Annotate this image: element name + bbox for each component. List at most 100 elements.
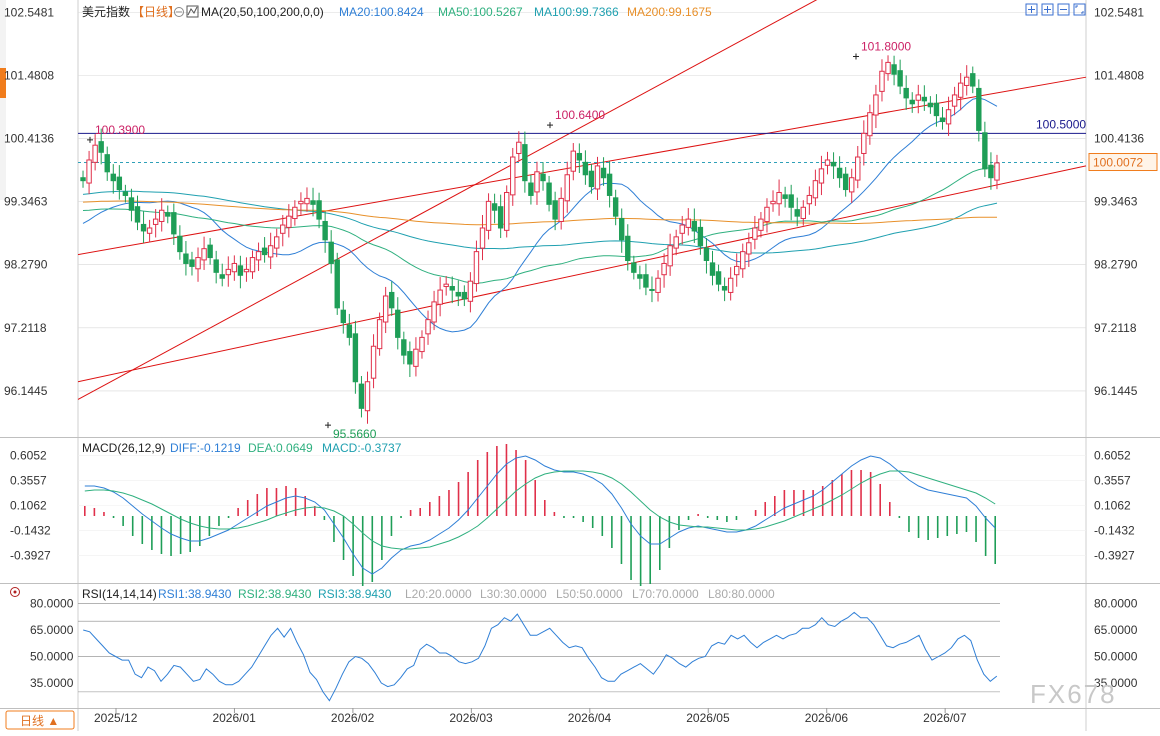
candle-body xyxy=(443,283,449,288)
candle-body xyxy=(631,262,637,273)
candle xyxy=(582,150,589,185)
candle xyxy=(358,376,365,418)
candle xyxy=(552,191,558,231)
candle xyxy=(177,225,183,260)
last-price-tag xyxy=(1088,153,1158,172)
candle-body xyxy=(655,277,661,293)
candle-body xyxy=(915,94,921,101)
candle xyxy=(691,208,698,243)
candle xyxy=(576,143,583,173)
candle-body xyxy=(376,319,383,350)
candle-body xyxy=(322,220,328,241)
candle xyxy=(794,197,800,227)
y-tick-left: 98.2790 xyxy=(4,258,48,272)
candle xyxy=(352,320,359,394)
rsi-y-tick-right: 50.0000 xyxy=(1094,650,1138,664)
candle xyxy=(140,211,147,243)
macd-y-tick-right: 0.6052 xyxy=(1094,448,1131,462)
rsi-y-tick-left: 80.0000 xyxy=(30,597,74,611)
candle xyxy=(740,243,746,278)
candle-body xyxy=(727,277,734,293)
ma50-value: MA50:100.5267 xyxy=(438,5,523,19)
candle-body xyxy=(873,94,879,116)
candle-body xyxy=(255,251,262,261)
zoom-in-icon[interactable] xyxy=(1041,3,1054,16)
candle-body xyxy=(800,206,806,220)
y-tick-right: 96.1445 xyxy=(1094,384,1138,398)
candle-body xyxy=(395,309,401,338)
candle-body xyxy=(183,253,189,264)
candle xyxy=(867,104,873,145)
fullscreen-icon[interactable] xyxy=(1073,3,1086,16)
candle-body xyxy=(673,236,679,249)
candle xyxy=(830,152,837,179)
candle xyxy=(540,162,546,191)
crosshair-icon[interactable] xyxy=(1025,3,1038,16)
candle-body xyxy=(715,271,722,285)
candle xyxy=(189,251,195,276)
last-price-label: 100.0072 xyxy=(1093,156,1143,170)
candle xyxy=(909,92,915,113)
candle xyxy=(861,120,867,166)
candle xyxy=(455,280,461,307)
candle xyxy=(685,208,691,236)
annotation-label: 95.5660 xyxy=(333,427,377,441)
rsi-l20: L20:20.0000 xyxy=(405,587,472,601)
candle xyxy=(516,131,522,162)
rsi-settings-icon[interactable] xyxy=(10,587,20,597)
settings-icon[interactable] xyxy=(174,7,184,17)
candle xyxy=(612,189,619,226)
y-tick-left: 99.3463 xyxy=(4,195,48,209)
candle-body xyxy=(152,218,159,225)
candle-body xyxy=(576,152,583,161)
candle xyxy=(600,157,607,186)
zoom-out-icon[interactable] xyxy=(1057,3,1070,16)
candle-body xyxy=(558,197,564,222)
candle-body xyxy=(588,170,595,188)
candle-body xyxy=(830,161,837,167)
candle-body xyxy=(752,227,758,240)
candle-body xyxy=(564,174,570,202)
candle xyxy=(425,310,431,345)
candle-body xyxy=(231,262,238,273)
y-tick-left: 102.5481 xyxy=(4,5,54,19)
candle xyxy=(727,267,734,301)
candle-body xyxy=(740,251,746,270)
candle-body xyxy=(806,194,813,205)
candle-body xyxy=(703,247,710,262)
candle xyxy=(891,55,897,86)
candle xyxy=(649,276,655,303)
candle-body xyxy=(86,159,92,184)
candle xyxy=(473,240,480,292)
candle-body xyxy=(685,218,691,228)
candle xyxy=(134,195,141,231)
candle xyxy=(461,285,468,307)
candle-body xyxy=(879,70,885,92)
x-tick-label: 2026/07 xyxy=(923,711,967,725)
candle-body xyxy=(122,191,129,196)
candle-body xyxy=(249,257,256,273)
candle-body xyxy=(316,200,322,220)
candle-body xyxy=(491,203,498,211)
side-tab-active[interactable] xyxy=(0,68,6,98)
candle xyxy=(619,208,625,253)
candle xyxy=(788,184,794,221)
candle-body xyxy=(189,259,195,267)
period-button[interactable]: 日线 ▲ xyxy=(5,710,75,730)
candle-body xyxy=(522,144,528,182)
candle-body xyxy=(643,274,649,288)
candle xyxy=(534,161,540,205)
candle xyxy=(316,192,322,229)
candle xyxy=(697,219,704,255)
candle-body xyxy=(370,345,377,379)
macd-params: MACD(26,12,9) xyxy=(82,441,165,455)
candle xyxy=(679,215,685,245)
candle-body xyxy=(546,182,552,205)
indicator-icon[interactable] xyxy=(186,5,199,18)
candle-body xyxy=(485,200,492,231)
candle-body xyxy=(606,173,613,196)
candle-body xyxy=(401,339,407,356)
candle-body xyxy=(165,212,171,217)
candle xyxy=(715,264,722,292)
candle-body xyxy=(146,227,153,234)
